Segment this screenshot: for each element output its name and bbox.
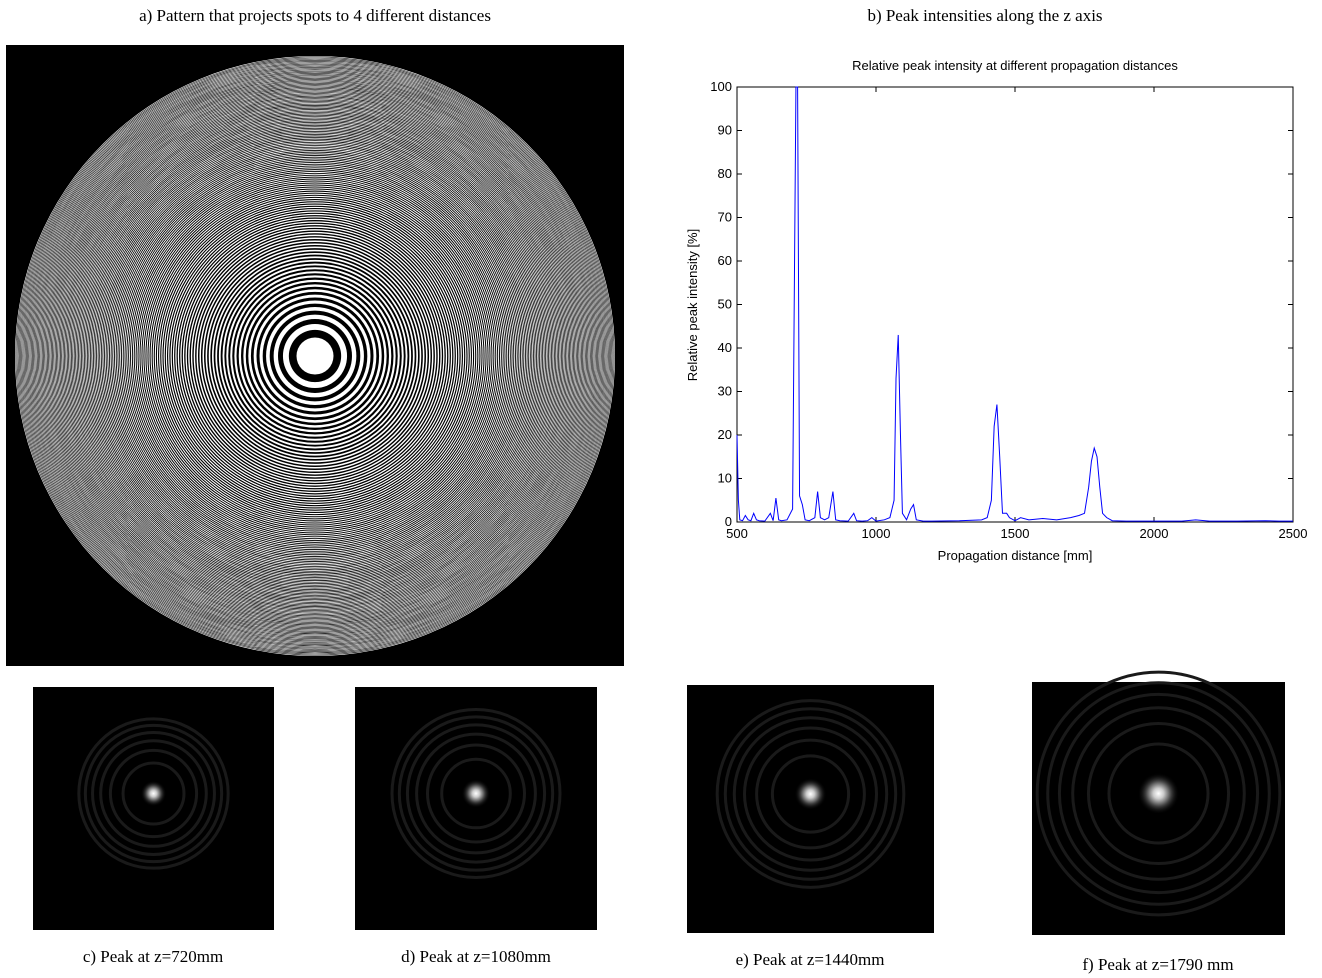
- x-tick-label: 500: [726, 526, 748, 541]
- caption: e) Peak at z=1440mm: [736, 950, 885, 969]
- x-tick-label: 1000: [862, 526, 891, 541]
- x-tick-label: 1500: [1001, 526, 1030, 541]
- ring: [297, 338, 334, 375]
- spot: [795, 778, 827, 810]
- y-tick-label: 30: [718, 384, 732, 399]
- caption: b) Peak intensities along the z axis: [867, 6, 1102, 25]
- plot-area: [737, 87, 1293, 522]
- y-tick-label: 60: [718, 253, 732, 268]
- x-tick-label: 2500: [1279, 526, 1308, 541]
- y-tick-label: 50: [718, 297, 732, 312]
- y-tick-label: 100: [710, 79, 732, 94]
- y-tick-label: 40: [718, 340, 732, 355]
- chart-title: Relative peak intensity at different pro…: [852, 58, 1178, 73]
- spot-images: [33, 672, 1285, 935]
- spot: [1138, 773, 1180, 815]
- spot-image: [33, 687, 274, 930]
- chart: Relative peak intensity at different pro…: [685, 58, 1307, 563]
- page: a) Pattern that projects spots to 4 diff…: [0, 0, 1322, 978]
- x-axis-label: Propagation distance [mm]: [938, 548, 1093, 563]
- x-tick-label: 2000: [1140, 526, 1169, 541]
- y-tick-label: 90: [718, 123, 732, 138]
- caption: a) Pattern that projects spots to 4 diff…: [139, 6, 491, 25]
- caption: c) Peak at z=720mm: [83, 947, 223, 966]
- y-tick-label: 10: [718, 471, 732, 486]
- spot: [462, 779, 491, 808]
- spot: [141, 781, 167, 807]
- y-tick-label: 20: [718, 427, 732, 442]
- figure: a) Pattern that projects spots to 4 diff…: [0, 0, 1322, 978]
- y-tick-label: 80: [718, 166, 732, 181]
- data-line: [737, 87, 1293, 521]
- caption: d) Peak at z=1080mm: [401, 947, 551, 966]
- pattern-rings: [15, 56, 615, 656]
- y-axis-label: Relative peak intensity [%]: [685, 229, 700, 381]
- y-tick-label: 70: [718, 210, 732, 225]
- caption: f) Peak at z=1790 mm: [1082, 955, 1233, 974]
